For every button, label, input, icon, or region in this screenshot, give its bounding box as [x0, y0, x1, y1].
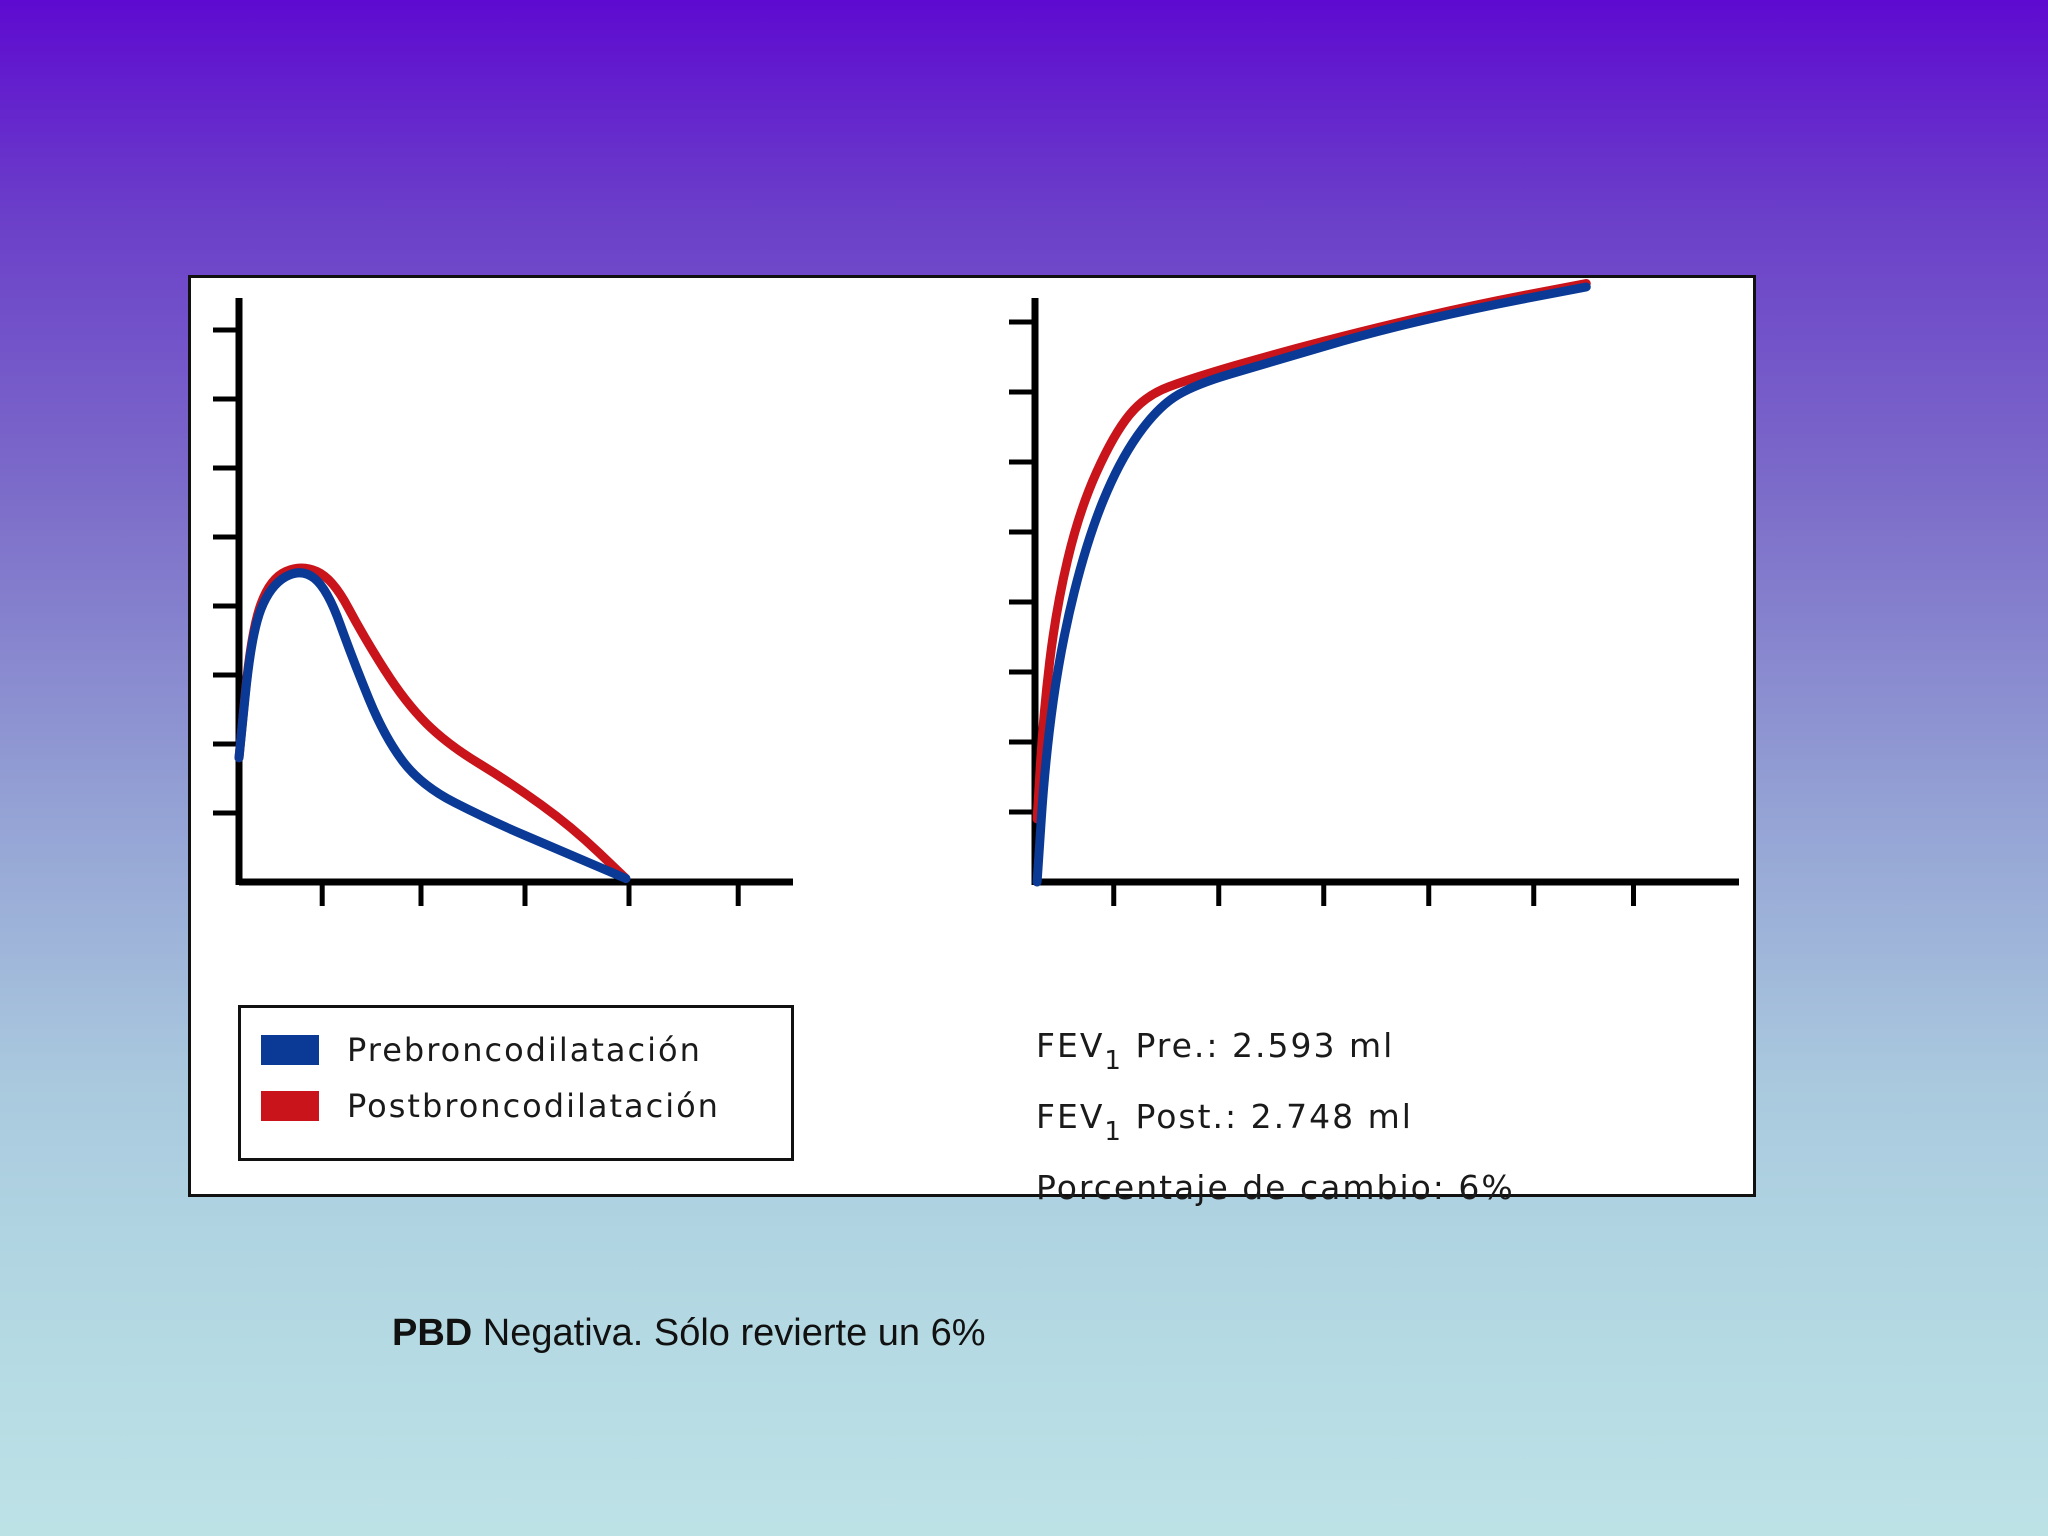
fev-pre-value: Pre.: 2.593 ml: [1135, 1026, 1395, 1065]
caption-text: Negativa. Sólo revierte un 6%: [472, 1312, 986, 1354]
fev-post-value: Post.: 2.748 ml: [1135, 1097, 1413, 1136]
change-percentage: Porcentaje de cambio: 6%: [1036, 1168, 1515, 1207]
caption: PBD Negativa. Sólo revierte un 6%: [392, 1312, 986, 1355]
legend-item-pre: Prebroncodilatación: [261, 1030, 702, 1070]
fev-pre-subscript: 1: [1104, 1046, 1123, 1076]
plots-canvas: [213, 279, 1739, 906]
caption-bold: PBD: [392, 1312, 473, 1354]
volume-time-series-pre: [1032, 282, 1591, 887]
legend-swatch-pre: [261, 1035, 319, 1065]
legend: Prebroncodilatación Postbroncodilatación: [238, 1005, 794, 1161]
fev-post-line: FEV1 Post.: 2.748 ml: [1036, 1089, 1515, 1160]
legend-swatch-post: [261, 1091, 319, 1121]
legend-label-post: Postbroncodilatación: [347, 1087, 720, 1125]
fev-post-label: FEV: [1036, 1097, 1105, 1136]
flow-volume-series-post: [234, 563, 631, 884]
fev-pre-line: FEV1 Pre.: 2.593 ml: [1036, 1018, 1515, 1089]
volume-time-series-post: [1032, 279, 1591, 824]
fev-pre-label: FEV: [1036, 1026, 1105, 1065]
fev-post-subscript: 1: [1104, 1117, 1123, 1147]
legend-item-post: Postbroncodilatación: [261, 1086, 720, 1126]
spirometry-figure: Prebroncodilatación Postbroncodilatación…: [188, 275, 1756, 1207]
fev-stats: FEV1 Pre.: 2.593 ml FEV1 Post.: 2.748 ml…: [1036, 1018, 1515, 1216]
legend-label-pre: Prebroncodilatación: [347, 1031, 702, 1069]
flow-volume-series-pre: [234, 568, 631, 884]
